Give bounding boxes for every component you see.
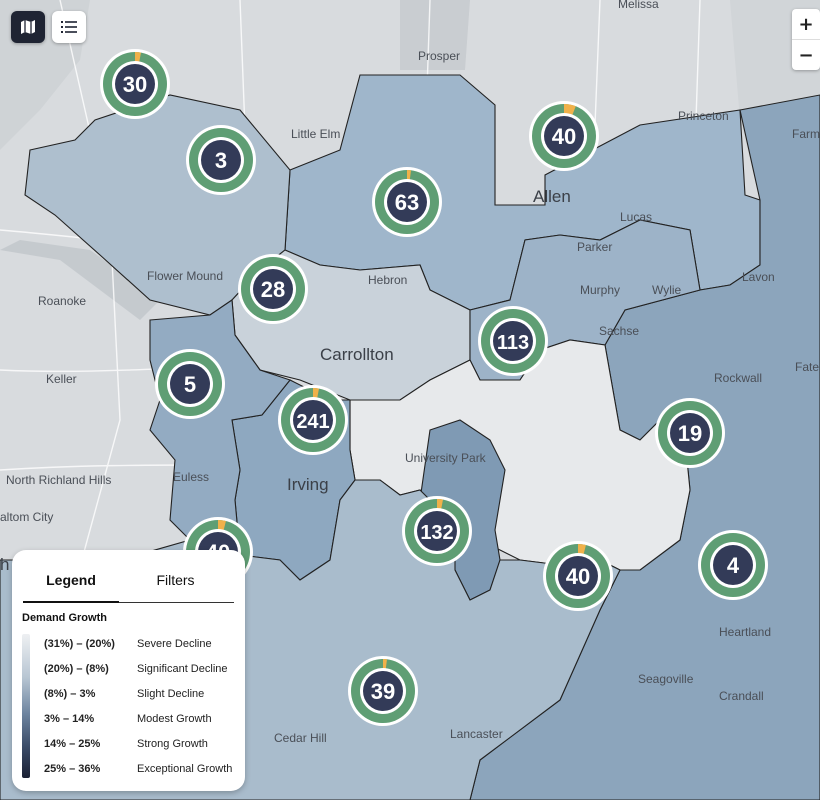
tab-filters[interactable]: Filters: [156, 572, 195, 588]
zoom-out-button[interactable]: −: [792, 39, 820, 70]
cluster-count: 4: [727, 553, 740, 578]
cluster-count: 63: [395, 190, 419, 215]
cluster-marker[interactable]: 40: [529, 101, 599, 171]
place-label-carrollton: Carrollton: [320, 345, 394, 364]
place-label-university-park: University Park: [405, 451, 487, 465]
zoom-in-button[interactable]: +: [798, 13, 814, 35]
cluster-count: 3: [215, 148, 227, 173]
color-ramp: [22, 634, 30, 778]
place-label-heartland: Heartland: [719, 625, 771, 639]
map-view-button[interactable]: [11, 11, 45, 43]
place-label-north-richland-hills: North Richland Hills: [6, 473, 111, 487]
legend-range: (8%) – 3%: [44, 688, 96, 700]
place-label-haltom-city: altom City: [0, 510, 53, 524]
cluster-count: 132: [420, 522, 453, 544]
cluster-count: 40: [552, 124, 576, 149]
cluster-marker[interactable]: 40: [543, 541, 613, 611]
legend-range: 14% – 25%: [44, 738, 101, 750]
cluster-core: [544, 116, 584, 156]
cluster-count: 30: [123, 72, 147, 97]
place-label-lavon: Lavon: [742, 270, 775, 284]
cluster-marker[interactable]: 28: [238, 254, 308, 324]
legend-label: Slight Decline: [137, 688, 205, 700]
cluster-core: [417, 511, 457, 551]
cluster-marker[interactable]: 3: [186, 125, 256, 195]
place-label-lancaster: Lancaster: [450, 727, 503, 741]
tab-legend[interactable]: Legend: [23, 572, 119, 603]
place-label-euless: Euless: [173, 470, 209, 484]
cluster-count: 39: [371, 679, 395, 704]
cluster-count: 113: [497, 332, 529, 354]
zoom-control: + −: [792, 9, 820, 70]
place-label-rockwall: Rockwall: [714, 371, 762, 385]
cluster-marker[interactable]: 132: [402, 496, 472, 566]
legend-heading: Demand Growth: [22, 612, 107, 624]
place-label-sachse: Sachse: [599, 324, 639, 338]
place-label-wylie: Wylie: [652, 283, 682, 297]
cluster-core: [170, 364, 210, 404]
cluster-marker[interactable]: 113: [478, 306, 548, 376]
legend-range: 25% – 36%: [44, 763, 101, 775]
place-label-roanoke: Roanoke: [38, 294, 86, 308]
place-label-parker: Parker: [577, 240, 612, 254]
legend-range: 3% – 14%: [44, 713, 95, 725]
town-area: [400, 0, 470, 70]
place-labels: Melissa Prosper Princeton Farm Little El…: [0, 0, 820, 745]
legend-label: Modest Growth: [137, 713, 212, 725]
cluster-count: 5: [184, 372, 196, 397]
urban-area: [0, 240, 160, 320]
cluster-core: [201, 140, 241, 180]
cluster-count: 40: [566, 564, 590, 589]
list-icon: [61, 21, 77, 33]
place-label-little-elm: Little Elm: [291, 127, 340, 141]
cluster-marker[interactable]: 19: [655, 398, 725, 468]
cluster-marker[interactable]: 5: [155, 349, 225, 419]
cluster-core: [713, 545, 753, 585]
place-label-princeton: Princeton: [678, 109, 729, 123]
legend-label: Significant Decline: [137, 663, 228, 675]
place-label-crandall: Crandall: [719, 689, 764, 703]
map-icon: [21, 20, 35, 34]
place-label-seagoville: Seagoville: [638, 672, 694, 686]
cluster-count: 19: [678, 421, 702, 446]
legend-label: Exceptional Growth: [137, 763, 233, 775]
place-label-hebron: Hebron: [368, 273, 407, 287]
cluster-core: [558, 556, 598, 596]
cluster-core: [293, 400, 333, 440]
cluster-marker[interactable]: 30: [100, 49, 170, 119]
legend-range: (31%) – (20%): [44, 638, 115, 650]
legend-range: (20%) – (8%): [44, 663, 109, 675]
place-label-fate: Fate: [795, 360, 819, 374]
place-label-allen: Allen: [533, 187, 571, 206]
cluster-marker[interactable]: 63: [372, 167, 442, 237]
cluster-count: 241: [296, 411, 329, 433]
cluster-core: [387, 182, 427, 222]
legend-label: Severe Decline: [137, 638, 212, 650]
place-label-irving: Irving: [287, 475, 329, 494]
place-label-keller: Keller: [46, 372, 77, 386]
place-label-murphy: Murphy: [580, 283, 620, 297]
legend-panel: Legend Filters Demand Growth (31%) – (20…: [12, 550, 245, 791]
cluster-core: [115, 64, 155, 104]
list-view-button[interactable]: [52, 11, 86, 43]
place-label-farm: Farm: [792, 127, 820, 141]
cluster-marker[interactable]: 241: [278, 385, 348, 455]
cluster-core: [253, 269, 293, 309]
place-label-melissa: Melissa: [618, 0, 659, 11]
cluster-marker[interactable]: 4: [698, 530, 768, 600]
place-label-prosper: Prosper: [418, 49, 460, 63]
place-label-edge: h: [0, 555, 9, 574]
legend-label: Strong Growth: [137, 738, 208, 750]
place-label-lucas: Lucas: [620, 210, 652, 224]
legend-tabs: Legend Filters: [23, 572, 234, 603]
cluster-core: [493, 321, 533, 361]
cluster-core: [670, 413, 710, 453]
place-label-cedar-hill: Cedar Hill: [274, 731, 327, 745]
place-label-flower-mound: Flower Mound: [147, 269, 223, 283]
cluster-marker[interactable]: 39: [348, 656, 418, 726]
cluster-core: [363, 671, 403, 711]
cluster-count: 28: [261, 277, 285, 302]
